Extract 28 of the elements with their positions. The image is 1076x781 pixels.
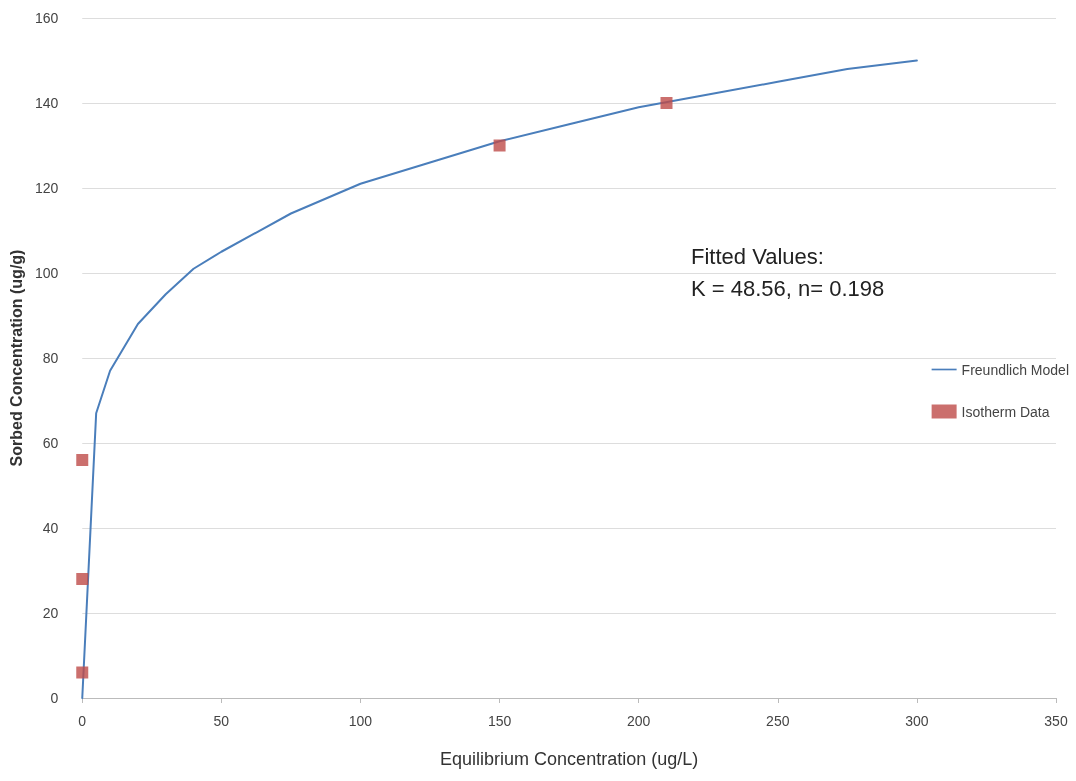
legend-label: Isotherm Data	[961, 403, 1050, 420]
x-tick-label: 0	[78, 713, 87, 729]
x-axis-title: Equilibrium Concentration (ug/L)	[440, 749, 699, 769]
x-tick-label: 300	[905, 713, 929, 729]
y-tick-label: 0	[50, 690, 59, 706]
point	[76, 573, 89, 585]
x-tick-label: 50	[213, 713, 230, 729]
x-tick-label: 250	[766, 713, 790, 729]
y-tick-label: 160	[34, 10, 59, 26]
y-tick-label: 120	[34, 180, 59, 196]
annotation: Fitted Values: K = 48.56, n= 0.198	[691, 243, 885, 301]
x-tick-label: 200	[627, 713, 651, 729]
point	[76, 666, 89, 679]
y-axis-title: Sorbed Concentration (ug/g)	[7, 249, 25, 467]
point	[76, 454, 89, 466]
y-tick-label: 40	[42, 520, 59, 536]
y-tick-label: 60	[42, 435, 59, 451]
x-tick-label: 350	[1044, 713, 1068, 729]
y-tick-label: 140	[34, 95, 59, 111]
line-series	[81, 59, 918, 699]
y-tick-label: 20	[42, 605, 59, 621]
legend-label: Freundlich Model	[961, 361, 1069, 378]
x-tick-label: 100	[348, 713, 373, 729]
x-tick-label: 150	[487, 713, 512, 729]
y-tick-label: 100	[34, 265, 59, 281]
y-tick-label: 80	[42, 350, 59, 366]
point	[660, 97, 673, 109]
point	[493, 139, 506, 152]
